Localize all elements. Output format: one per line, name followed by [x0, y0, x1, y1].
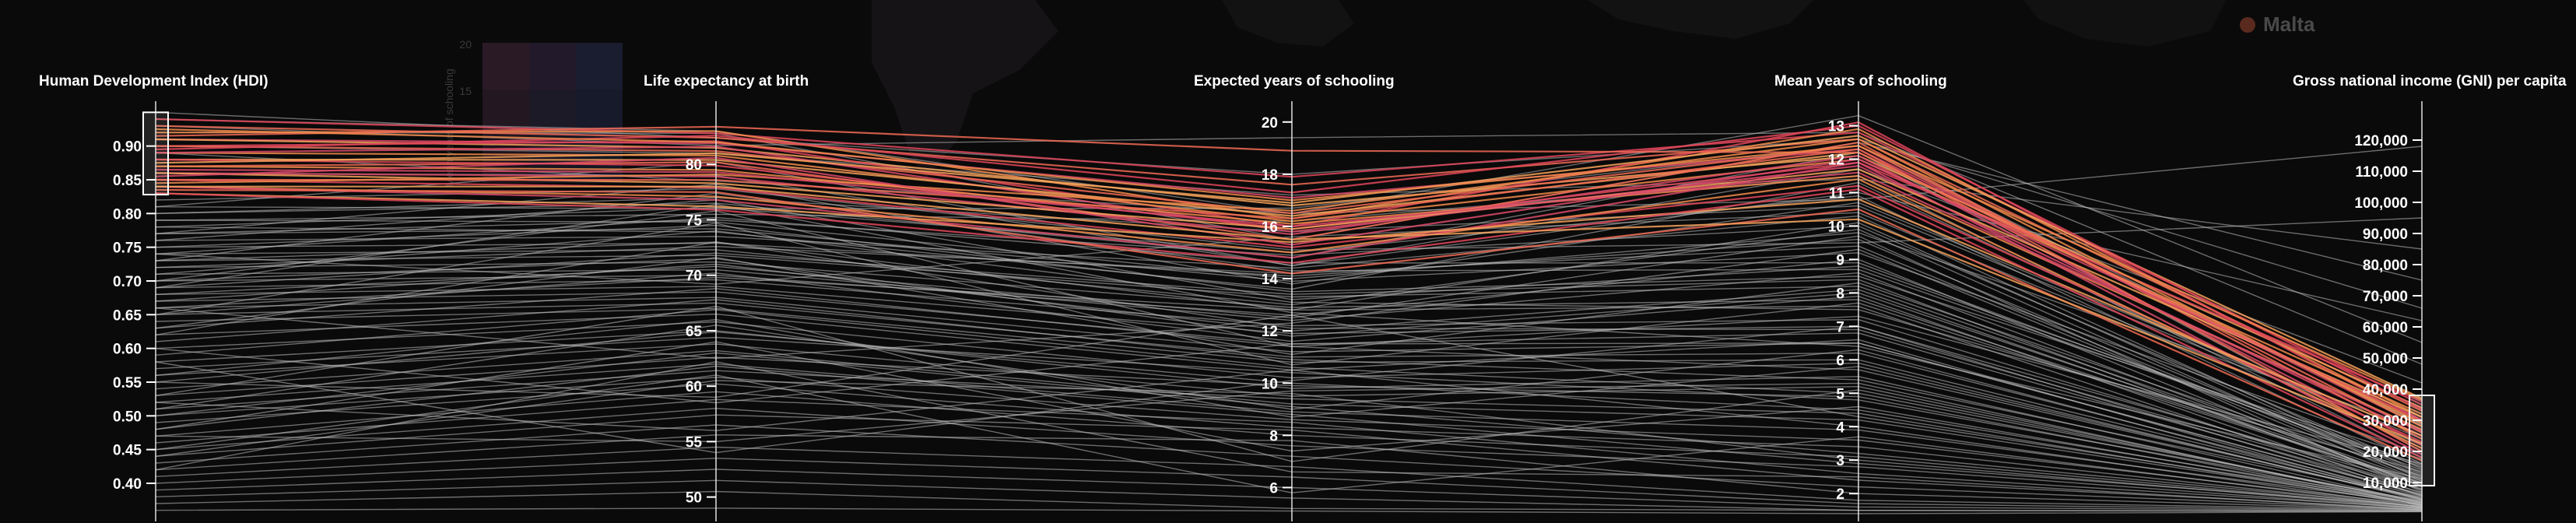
inset-cell	[529, 43, 576, 90]
tick-label: 12	[1262, 324, 1278, 340]
tick-label: 40,000	[2363, 382, 2408, 398]
tick-label: 11	[1829, 185, 1845, 202]
tick-label: 50	[686, 490, 702, 507]
axis-title-gni: Gross national income (GNI) per capita	[2293, 73, 2567, 90]
tick-label: 80,000	[2363, 258, 2408, 274]
background-map-shape	[872, 0, 1058, 179]
tick-label: 14	[1262, 272, 1279, 288]
tick-label: 65	[686, 324, 703, 340]
tick-label: 60,000	[2363, 320, 2408, 336]
tick-label: 0.85	[113, 173, 142, 189]
tick-label: 16	[1262, 219, 1278, 236]
tick-label: 100,000	[2354, 195, 2408, 212]
tick-label: 0.75	[113, 240, 142, 257]
legend-label: Malta	[2263, 12, 2315, 36]
tick-label: 12	[1828, 152, 1844, 168]
tick-label: 30,000	[2363, 413, 2408, 430]
axis-eys: 6 8 10 12 14 16 18 20	[1262, 101, 1293, 521]
inset-cell	[483, 43, 529, 90]
tick-label: 70	[686, 269, 702, 285]
axis-title-hdi: Human Development Index (HDI)	[39, 73, 268, 90]
tick-label: 10	[1262, 376, 1278, 392]
tick-label: 6	[1836, 353, 1844, 369]
tick-label: 90,000	[2363, 226, 2408, 243]
context-series-line[interactable]	[155, 380, 2423, 509]
legend-item[interactable]: Malta	[2240, 12, 2315, 37]
tick-label: 0.45	[113, 443, 142, 459]
tick-label: 75	[686, 212, 703, 229]
context-series-line[interactable]	[155, 414, 2423, 510]
tick-label: 2	[1836, 486, 1844, 503]
axis-title-expected-schooling: Expected years of schooling	[1194, 73, 1395, 90]
axis-brush[interactable]	[142, 111, 169, 196]
tick-label: 3	[1836, 453, 1844, 469]
tick-label: 5	[1836, 386, 1844, 402]
tick-label: 80	[686, 157, 702, 174]
tick-label: 0.40	[113, 476, 142, 493]
axis-titles-group: Human Development Index (HDI) Life expec…	[39, 73, 2567, 90]
tick-label: 110,000	[2355, 164, 2408, 181]
background-map-shape	[2023, 0, 2226, 47]
tick-label: 120,000	[2354, 133, 2408, 149]
tick-label: 0.60	[113, 342, 142, 358]
tick-label: 10,000	[2363, 476, 2408, 492]
tick-label: 0.50	[113, 409, 142, 425]
background-map-shape	[1588, 0, 1813, 39]
tick-label: 20,000	[2363, 444, 2408, 461]
inset-tick-label: 15	[459, 85, 472, 97]
background-map-shape	[1222, 0, 1354, 47]
axes-group: 0.40 0.45 0.50 0.55 0.60 0.65 0.70 0.75 0.80 0.85…	[113, 101, 2435, 521]
tick-label: 70,000	[2363, 289, 2408, 305]
inset-tick-label: 20	[459, 38, 472, 51]
axis-gni: 10,000 20,000 30,000 40,000 50,000 60,000 70,0…	[2354, 101, 2435, 521]
tick-label: 13	[1828, 118, 1844, 135]
tick-label: 6	[1269, 480, 1278, 497]
tick-label: 7	[1836, 319, 1844, 335]
context-lines-group	[155, 111, 2423, 514]
tick-label: 0.80	[113, 206, 142, 223]
context-series-line[interactable]	[155, 195, 2423, 465]
tick-label: 10	[1828, 219, 1844, 235]
tick-label: 20	[1262, 115, 1278, 132]
tick-label: 0.65	[113, 307, 142, 324]
axis-hdi: 0.40 0.45 0.50 0.55 0.60 0.65 0.70 0.75 0.80 0.85…	[113, 101, 169, 521]
axis-life: 50 55 60 65 70 75 80	[686, 101, 717, 521]
tick-label: 50,000	[2363, 351, 2408, 367]
tick-label: 4	[1836, 419, 1844, 436]
axis-brush[interactable]	[2409, 395, 2435, 486]
axis-title-life-expectancy: Life expectancy at birth	[644, 73, 809, 90]
tick-label: 60	[686, 379, 702, 395]
tick-label: 8	[1269, 428, 1278, 444]
tick-label: 18	[1262, 167, 1278, 184]
legend-swatch	[2240, 16, 2255, 33]
axis-title-mean-schooling: Mean years of schooling	[1774, 73, 1947, 90]
inset-cell	[576, 43, 623, 90]
tick-label: 0.55	[113, 375, 142, 391]
tick-label: 55	[686, 434, 703, 451]
context-series-line[interactable]	[155, 363, 2423, 504]
tick-label: 8	[1836, 286, 1844, 302]
tick-label: 9	[1836, 252, 1844, 269]
tick-label: 0.70	[113, 274, 142, 290]
tick-label: 0.90	[113, 139, 142, 156]
axis-mys: 2 3 4 5 6 7 8 9 10 11 12 13	[1828, 101, 1859, 521]
